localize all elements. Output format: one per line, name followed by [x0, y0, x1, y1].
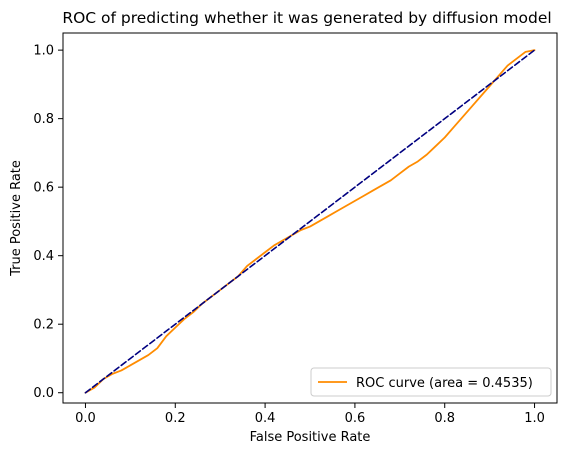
- x-tick-label: 0.0: [75, 411, 96, 426]
- y-tick-label: 0.4: [33, 249, 54, 264]
- x-tick-label: 0.6: [345, 411, 366, 426]
- x-axis-label: False Positive Rate: [250, 430, 371, 445]
- diagonal-reference-line: [84, 49, 536, 394]
- plot-frame: [62, 32, 558, 404]
- y-tick-label: 0.0: [33, 386, 54, 401]
- x-tick-label: 0.2: [165, 411, 186, 426]
- x-tick-label: 0.4: [255, 411, 276, 426]
- y-axis-label: True Positive Rate: [9, 160, 24, 277]
- x-tick-label: 0.8: [434, 411, 455, 426]
- legend-box: [310, 367, 552, 397]
- legend: ROC curve (area = 0.4535): [310, 367, 552, 397]
- roc-curve-line: [84, 49, 536, 394]
- x-tick-label: 1.0: [524, 411, 545, 426]
- chart-title: ROC of predicting whether it was generat…: [62, 9, 551, 27]
- y-tick-label: 1.0: [33, 44, 54, 59]
- y-tick-label: 0.2: [33, 318, 54, 333]
- y-tick-label: 0.6: [33, 181, 54, 196]
- legend-label-roc-curve: ROC curve (area = 0.4535): [356, 376, 533, 391]
- plot-area: [62, 32, 558, 404]
- y-tick-label: 0.8: [33, 112, 54, 127]
- y-axis: 0.0 0.2 0.4 0.6 0.8 1.0: [33, 44, 63, 401]
- x-axis: 0.0 0.2 0.4 0.6 0.8 1.0: [75, 403, 545, 426]
- series-layer: [84, 49, 536, 394]
